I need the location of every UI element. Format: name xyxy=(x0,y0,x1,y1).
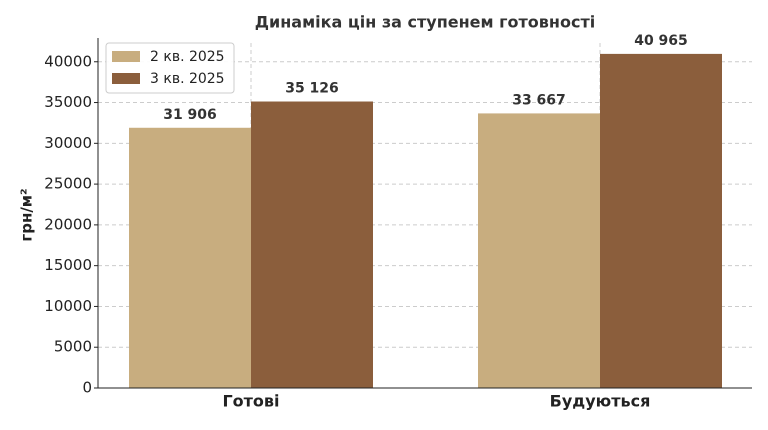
y-tick-label: 15000 xyxy=(44,256,92,274)
y-tick-label: 20000 xyxy=(44,215,92,233)
bar xyxy=(251,101,373,388)
y-tick-label: 40000 xyxy=(44,52,92,70)
bar xyxy=(129,127,251,389)
value-label: 40 965 xyxy=(634,33,688,49)
legend-swatch xyxy=(112,73,140,84)
bar xyxy=(478,113,600,388)
legend-swatch xyxy=(112,51,140,62)
value-label: 33 667 xyxy=(512,92,566,108)
legend-label: 3 кв. 2025 xyxy=(150,71,225,87)
y-tick-label: 10000 xyxy=(44,297,92,315)
y-axis-label: грн/м² xyxy=(18,188,36,241)
y-tick-label: 25000 xyxy=(44,175,92,193)
bar xyxy=(600,53,722,388)
chart-title: Динаміка цін за ступенем готовності xyxy=(255,13,595,32)
legend-label: 2 кв. 2025 xyxy=(150,49,225,65)
y-tick-label: 0 xyxy=(82,379,92,397)
value-label: 35 126 xyxy=(285,81,339,97)
x-tick-label: Будуються xyxy=(550,392,651,411)
y-tick-label: 35000 xyxy=(44,93,92,111)
value-label: 31 906 xyxy=(163,107,217,123)
y-tick-label: 5000 xyxy=(54,338,92,356)
x-tick-label: Готові xyxy=(222,392,279,411)
y-tick-label: 30000 xyxy=(44,134,92,152)
